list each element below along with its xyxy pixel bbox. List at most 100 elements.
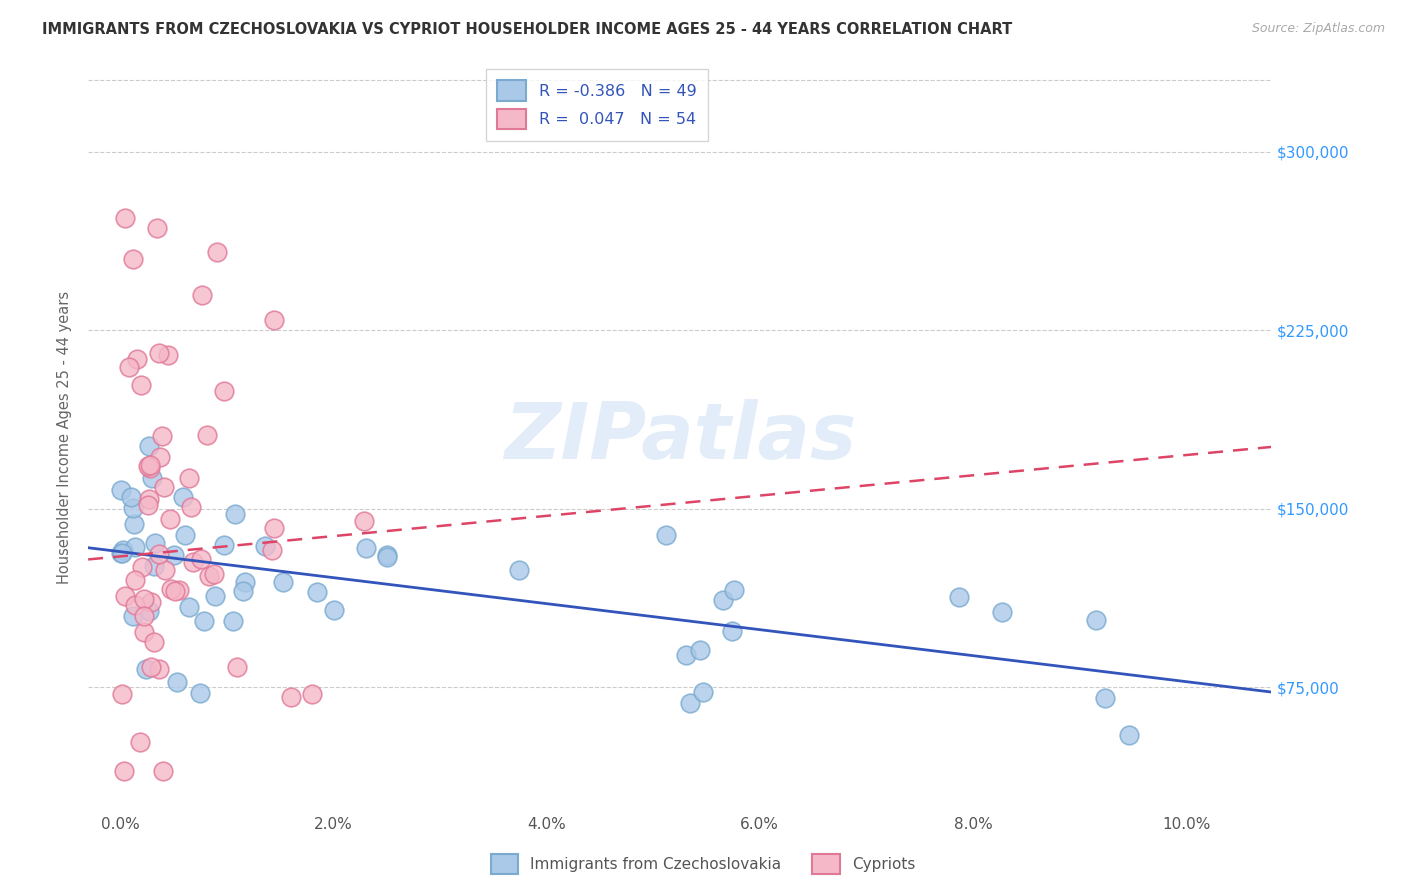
Point <box>152 764 174 778</box>
Text: Source: ZipAtlas.com: Source: ZipAtlas.com <box>1251 22 1385 36</box>
Point <box>232 583 254 598</box>
Point <box>136 498 159 512</box>
Point <box>166 674 188 689</box>
Point <box>124 540 146 554</box>
Point <box>177 471 200 485</box>
Point <box>375 550 398 565</box>
Point <box>689 642 711 657</box>
Point <box>114 211 136 226</box>
Point <box>307 584 329 599</box>
Point <box>991 606 1014 620</box>
Point <box>134 609 156 624</box>
Point <box>111 687 134 701</box>
Point <box>124 517 146 532</box>
Point <box>188 686 211 700</box>
Point <box>139 461 162 475</box>
Point <box>124 598 146 612</box>
Point <box>139 660 162 674</box>
Point <box>253 540 276 554</box>
Y-axis label: Householder Income Ages 25 - 44 years: Householder Income Ages 25 - 44 years <box>58 291 72 584</box>
Point <box>654 528 676 542</box>
Point <box>222 614 245 628</box>
Point <box>263 521 285 535</box>
Point <box>160 582 183 596</box>
Point <box>212 538 235 552</box>
Point <box>120 490 142 504</box>
Point <box>263 313 285 327</box>
Point <box>167 583 190 598</box>
Point <box>204 589 226 603</box>
Point <box>143 634 166 648</box>
Point <box>150 428 173 442</box>
Point <box>205 244 228 259</box>
Point <box>202 566 225 581</box>
Point <box>195 428 218 442</box>
Point <box>679 696 702 710</box>
Point <box>148 548 170 562</box>
Point <box>143 535 166 549</box>
Point <box>121 252 143 267</box>
Point <box>163 583 186 598</box>
Point <box>143 559 166 574</box>
Point <box>191 287 214 301</box>
Point <box>118 360 141 375</box>
Point <box>112 542 135 557</box>
Point <box>149 450 172 464</box>
Point <box>141 471 163 485</box>
Point <box>174 527 197 541</box>
Point <box>675 648 697 662</box>
Point <box>948 590 970 604</box>
Point <box>134 592 156 607</box>
Point <box>135 662 157 676</box>
Point <box>125 351 148 366</box>
Point <box>111 546 134 560</box>
Point <box>193 615 215 629</box>
Point <box>159 512 181 526</box>
Point <box>146 221 169 235</box>
Point <box>177 600 200 615</box>
Point <box>214 384 236 398</box>
Point <box>692 685 714 699</box>
Point <box>198 569 221 583</box>
Point <box>233 574 256 589</box>
Point <box>114 764 136 778</box>
Point <box>172 490 194 504</box>
Point <box>721 624 744 638</box>
Point <box>260 543 283 558</box>
Point <box>156 348 179 362</box>
Point <box>301 687 323 701</box>
Point <box>138 439 160 453</box>
Point <box>375 549 398 563</box>
Point <box>280 690 302 705</box>
Point <box>181 555 204 569</box>
Point <box>148 345 170 359</box>
Legend: Immigrants from Czechoslovakia, Cypriots: Immigrants from Czechoslovakia, Cypriots <box>485 848 921 880</box>
Point <box>723 583 745 598</box>
Point <box>124 574 146 588</box>
Point <box>180 500 202 514</box>
Point <box>190 552 212 566</box>
Point <box>129 377 152 392</box>
Point <box>1084 613 1107 627</box>
Point <box>224 507 246 521</box>
Point <box>129 735 152 749</box>
Point <box>508 563 530 577</box>
Point <box>356 541 378 556</box>
Point <box>110 545 132 559</box>
Text: ZIPatlas: ZIPatlas <box>503 400 856 475</box>
Point <box>114 590 136 604</box>
Point <box>323 603 346 617</box>
Point <box>1118 728 1140 742</box>
Point <box>138 492 160 507</box>
Point <box>163 549 186 563</box>
Point <box>131 560 153 574</box>
Point <box>1094 691 1116 706</box>
Point <box>139 595 162 609</box>
Text: IMMIGRANTS FROM CZECHOSLOVAKIA VS CYPRIOT HOUSEHOLDER INCOME AGES 25 - 44 YEARS : IMMIGRANTS FROM CZECHOSLOVAKIA VS CYPRIO… <box>42 22 1012 37</box>
Point <box>138 604 160 618</box>
Point <box>713 593 735 607</box>
Point <box>121 500 143 515</box>
Point <box>153 563 176 577</box>
Point <box>110 483 132 498</box>
Point <box>121 608 143 623</box>
